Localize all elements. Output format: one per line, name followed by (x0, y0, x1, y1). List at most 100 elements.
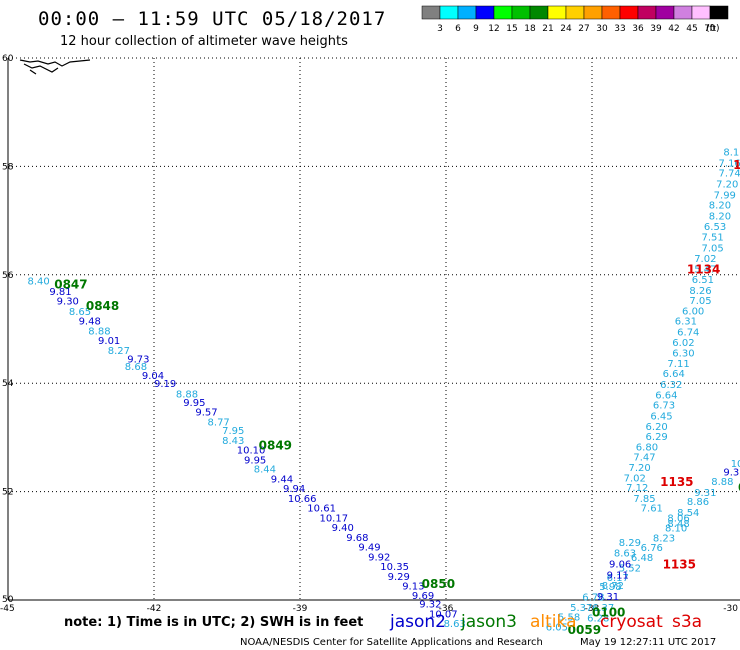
legend-swatch (475, 5, 495, 20)
swh-value: 7.16 (719, 158, 740, 169)
legend-swatch (547, 5, 567, 20)
pass-time-label: 1134 (687, 263, 720, 277)
legend-label: 39 (650, 24, 662, 34)
legend-label: 36 (632, 24, 644, 34)
swh-value: 8.20 (709, 201, 731, 212)
lat-tick-label: 56 (2, 271, 14, 281)
swh-value: 6.64 (655, 390, 677, 401)
swh-value: 9.29 (388, 572, 410, 583)
swh-value: 8.88 (88, 326, 110, 337)
wave-height-legend: 3 6 9 12 15 18 21 24 27 30 33 36 39 42 45 70 (421, 5, 729, 34)
legend-label: 12 (488, 24, 499, 34)
swh-value: 8.44 (254, 465, 276, 476)
swh-value: 5.47 (694, 265, 716, 276)
swh-value: 9.04 (142, 371, 164, 382)
legend-label: 33 (614, 24, 625, 34)
swh-value: 7.11 (667, 359, 689, 370)
lon-tick-label: -36 (439, 604, 454, 614)
swh-value: 9.35 (723, 467, 740, 478)
pass-time-label: 0850 (422, 577, 455, 591)
swh-value: 6.76 (641, 543, 663, 554)
satellite-legend: jason2 jason3 altika cryosat s3a (389, 612, 702, 632)
satellite-cryosat: cryosat (600, 612, 663, 632)
legend-label: 42 (668, 24, 679, 34)
swh-value: 6.20 (646, 422, 668, 433)
footer-note: note: 1) Time is in UTC; 2) SWH is in fe… (64, 615, 363, 630)
legend-label: 15 (506, 24, 517, 34)
legend-swatch (601, 5, 621, 20)
swh-value: 7.51 (702, 233, 724, 244)
swh-value: 7.05 (689, 296, 711, 307)
swh-value: 9.73 (127, 355, 149, 366)
map-title: 00:00 – 11:59 UTC 05/18/2017 (38, 8, 386, 30)
swh-value: 6.30 (672, 349, 694, 360)
legend-label: 6 (455, 24, 461, 34)
legend-label: 3 (437, 24, 443, 34)
swh-value: 6.31 (675, 317, 697, 328)
legend-swatch (421, 5, 441, 20)
legend-swatch (565, 5, 585, 20)
pass-time-label: 0848 (86, 299, 119, 313)
pass-time-label: 0059 (568, 623, 601, 637)
swh-value: 8.23 (653, 533, 675, 544)
swh-value: 10.07 (429, 609, 458, 620)
legend-label: 30 (596, 24, 608, 34)
map-subtitle: 12 hour collection of altimeter wave hei… (60, 34, 348, 49)
pass-time-label: 0847 (54, 277, 87, 291)
satellite-jason2: jason2 (389, 612, 446, 632)
swh-value: 6.48 (631, 553, 653, 564)
lat-tick-label: 58 (2, 162, 14, 172)
swh-value: 9.44 (271, 474, 293, 485)
swh-value: 8.10 (665, 524, 687, 535)
swh-value: 7.02 (694, 254, 716, 265)
coastline (19, 59, 91, 75)
swh-value: 8.54 (677, 508, 699, 519)
pass-time-label: 0849 (259, 438, 292, 452)
legend-swatch (709, 5, 729, 20)
swh-value: 8.86 (687, 497, 709, 508)
legend-swatch (511, 5, 531, 20)
satellite-jason3: jason3 (460, 612, 517, 632)
swh-value: 9.40 (332, 523, 354, 534)
swh-value: 8.68 (125, 362, 147, 373)
swh-value: 8.65 (69, 307, 91, 318)
swh-value: 8.06 (667, 513, 689, 524)
swh-value: 8.26 (689, 286, 711, 297)
swh-value: 9.19 (154, 379, 176, 390)
legend-label: 27 (578, 24, 589, 34)
legend-label: 9 (473, 24, 479, 34)
lat-tick-label: 52 (2, 488, 13, 498)
swh-value: 9.32 (419, 600, 441, 611)
swh-value: 8.16 (723, 148, 740, 159)
pass-time-label: 0100 (592, 605, 625, 619)
swh-value: 9.06 (609, 559, 631, 570)
swh-value: 7.20 (716, 180, 738, 191)
swh-value: 8.63 (444, 619, 466, 630)
swh-value: 8.20 (709, 212, 731, 223)
swh-value: 7.05 (702, 243, 724, 254)
swh-value: 6.05 (546, 622, 568, 633)
swh-value: 10.10 (237, 446, 266, 457)
swh-value: 8.43 (222, 436, 244, 447)
swh-value: 5.58 (558, 613, 580, 624)
swh-value: 6.73 (653, 401, 675, 412)
swh-value: 6.64 (663, 369, 685, 380)
lat-tick-label: 50 (2, 595, 14, 605)
swh-value: 9.30 (57, 297, 79, 308)
legend-unit: (ft) (706, 24, 720, 34)
swh-value: 6.53 (704, 222, 726, 233)
pass-times: 0847 0848 0849 0850 0100 0059 1134 1135 1135 1 0 (54, 158, 740, 637)
legend-swatch (691, 5, 711, 20)
swh-value: 9.57 (195, 408, 217, 419)
legend-label: 18 (524, 24, 536, 34)
swh-value: 8.40 (27, 277, 49, 288)
altimeter-tracks: 8.409.819.308.659.488.889.018.279.738.68… (27, 148, 740, 634)
lon-tick-label: -45 (0, 604, 15, 614)
legend-label: 70 (704, 24, 716, 34)
lon-tick-label: -33 (585, 604, 600, 614)
swh-value: 9.13 (402, 582, 424, 593)
swh-value: 6.02 (672, 338, 694, 349)
swh-value: 9.11 (607, 570, 629, 581)
swh-value: 7.47 (633, 453, 655, 464)
